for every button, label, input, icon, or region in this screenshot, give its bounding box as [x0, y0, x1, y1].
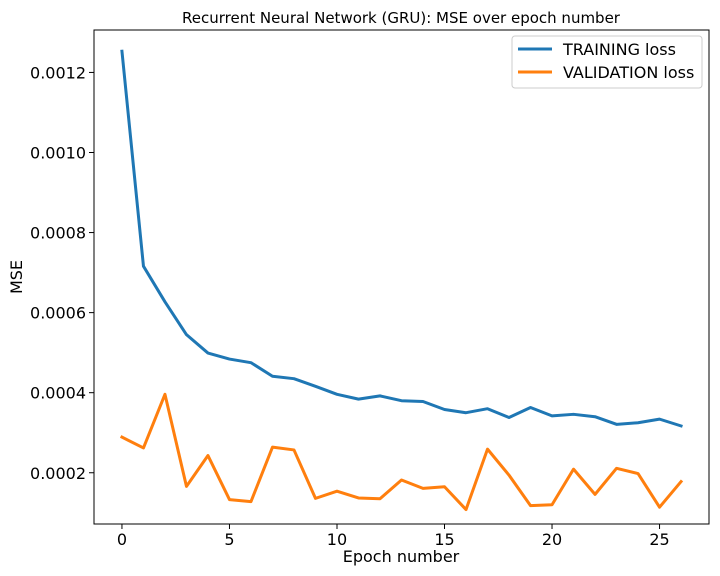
y-tick-label: 0.0004 [30, 384, 86, 403]
y-tick-label: 0.0010 [30, 143, 86, 162]
y-tick-label: 0.0006 [30, 304, 86, 323]
legend: TRAINING loss VALIDATION loss [511, 35, 703, 89]
x-tick-label: 10 [327, 530, 347, 549]
x-tick-label: 25 [649, 530, 669, 549]
chart-title: Recurrent Neural Network (GRU): MSE over… [182, 9, 621, 27]
legend-box [511, 35, 703, 89]
x-tick-label: 15 [434, 530, 454, 549]
validation-loss-line [119, 392, 684, 512]
x-axis-label: Epoch number [343, 547, 460, 566]
training-loss-line [120, 49, 683, 428]
y-tick-label: 0.0008 [30, 224, 86, 243]
legend-label-validation: VALIDATION loss [563, 63, 694, 82]
x-tick-label: 20 [542, 530, 562, 549]
x-tick-label: 0 [117, 530, 127, 549]
x-tick-label: 5 [224, 530, 234, 549]
y-tick-label: 0.0012 [30, 63, 86, 82]
plot-area: 0 5 10 15 20 25 0.0002 0.0004 0.0006 0.0008 0.0010… [30, 49, 684, 549]
y-axis-label: MSE [7, 260, 26, 294]
legend-label-training: TRAINING loss [562, 40, 676, 59]
plot-frame [93, 29, 710, 525]
y-tick-label: 0.0002 [30, 464, 86, 483]
